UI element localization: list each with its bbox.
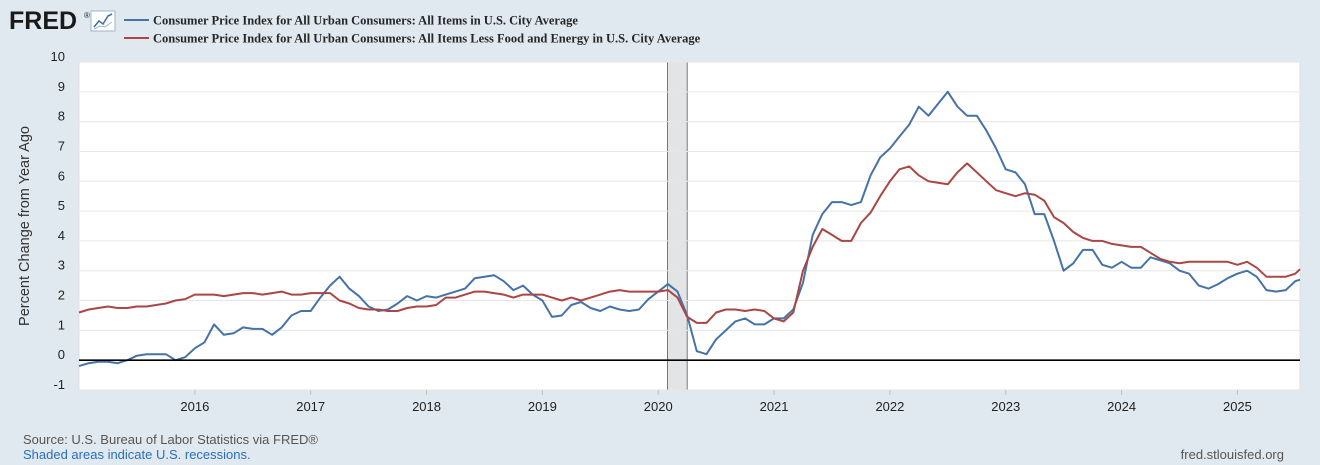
- x-axis: 2016 2017 2018 2019 2020 2021 2022 2023 2024 2025: [180, 390, 1252, 414]
- x-tick-label: 2018: [412, 399, 441, 414]
- chart-line-icon: [90, 10, 116, 32]
- recession-band-0: [667, 61, 688, 391]
- x-tick-label: 2024: [1107, 399, 1136, 414]
- site-url[interactable]: fred.stlouisfed.org: [1180, 447, 1284, 462]
- y-tick-label: 8: [58, 109, 65, 124]
- x-tick-label: 2025: [1223, 399, 1252, 414]
- y-tick-label: -1: [53, 377, 65, 392]
- fred-logo[interactable]: FRED ®: [9, 7, 116, 35]
- y-tick-label: 4: [58, 228, 65, 243]
- y-tick-label: 3: [58, 258, 65, 273]
- legend-label-cpi-core: Consumer Price Index for All Urban Consu…: [153, 32, 701, 46]
- x-tick-label: 2022: [875, 399, 904, 414]
- y-tick-label: 1: [58, 317, 65, 332]
- x-tick-label: 2017: [296, 399, 325, 414]
- y-axis: -1 0 1 2 3 4 5 6 7 8 9 10: [51, 49, 65, 392]
- y-tick-label: 7: [58, 138, 65, 153]
- x-tick-label: 2016: [180, 399, 209, 414]
- recession-layer: [667, 61, 688, 391]
- legend: Consumer Price Index for All Urban Consu…: [124, 14, 701, 46]
- x-tick-label: 2019: [528, 399, 557, 414]
- y-tick-label: 10: [51, 49, 65, 64]
- y-tick-label: 6: [58, 168, 65, 183]
- legend-item-cpi-core[interactable]: Consumer Price Index for All Urban Consu…: [124, 32, 701, 46]
- x-tick-label: 2020: [644, 399, 673, 414]
- x-tick-label: 2021: [760, 399, 789, 414]
- recession-note-link[interactable]: Shaded areas indicate U.S. recessions.: [23, 447, 251, 462]
- y-tick-label: 9: [58, 79, 65, 94]
- series-line-1[interactable]: [78, 162, 1301, 324]
- registered-mark: ®: [84, 11, 90, 20]
- series-line-0[interactable]: [78, 90, 1301, 368]
- y-axis-label: Percent Change from Year Ago: [17, 126, 33, 326]
- y-tick-label: 5: [58, 198, 65, 213]
- source-note: Source: U.S. Bureau of Labor Statistics …: [23, 432, 318, 447]
- plot-area[interactable]: [78, 61, 1301, 391]
- x-tick-label: 2023: [991, 399, 1020, 414]
- y-tick-label: 0: [58, 347, 65, 362]
- legend-item-cpi-all-items[interactable]: Consumer Price Index for All Urban Consu…: [124, 14, 578, 28]
- series-layer: [78, 90, 1301, 368]
- y-tick-label: 2: [58, 288, 65, 303]
- legend-label-cpi-all-items: Consumer Price Index for All Urban Consu…: [153, 14, 578, 28]
- fred-logo-text: FRED: [9, 7, 77, 35]
